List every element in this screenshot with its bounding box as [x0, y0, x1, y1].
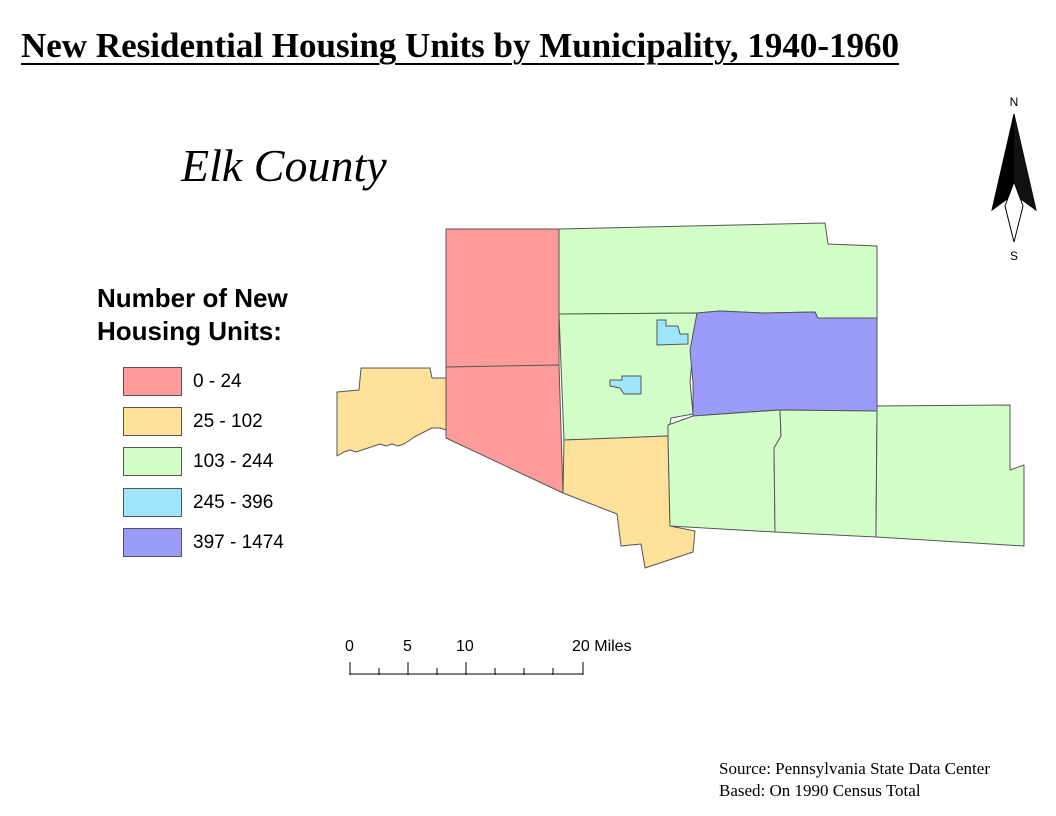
legend-swatch	[123, 488, 182, 517]
scale-tick-label: 20 Miles	[572, 638, 632, 655]
municipality-north[interactable]	[558, 222, 878, 319]
scale-bar	[349, 662, 584, 675]
legend-label: 397 - 1474	[193, 532, 284, 553]
municipality-southeast-middle[interactable]	[773, 409, 878, 538]
north-label: N	[1010, 95, 1019, 109]
north-arrow: N S	[985, 92, 1045, 272]
legend-title: Number of New Housing Units:	[97, 283, 288, 346]
municipality-east[interactable]	[875, 404, 1025, 547]
municipality-northwest-upper[interactable]	[445, 228, 560, 368]
legend-swatch	[123, 447, 182, 476]
municipality-southeast-west[interactable]	[667, 409, 782, 533]
borough-south[interactable]	[609, 375, 642, 395]
legend-swatch	[123, 528, 182, 557]
municipality-northwest-lower[interactable]	[445, 364, 564, 494]
basis-line: Based: On 1990 Census Total	[719, 781, 921, 800]
legend-label: 0 - 24	[193, 371, 242, 392]
borough-north[interactable]	[656, 319, 689, 346]
source-note: Source: Pennsylvania State Data Center B…	[719, 758, 990, 802]
legend-label: 25 - 102	[193, 411, 263, 432]
scale-tick-label: 0	[345, 638, 354, 655]
legend-label: 103 - 244	[193, 451, 274, 472]
scale-tick-label: 10	[456, 638, 474, 655]
south-label: S	[1010, 249, 1018, 263]
scale-tick-label: 5	[403, 638, 412, 655]
county-name: Elk County	[181, 140, 387, 191]
map-title: New Residential Housing Units by Municip…	[21, 26, 900, 65]
municipality-east-central[interactable]	[689, 310, 878, 417]
legend-swatch	[123, 367, 182, 396]
legend-swatch	[123, 407, 182, 436]
north-arrow-head-icon	[992, 114, 1014, 210]
legend-label: 245 - 396	[193, 492, 274, 513]
source-line: Source: Pennsylvania State Data Center	[719, 759, 990, 778]
municipality-west-panhandle[interactable]	[336, 367, 447, 457]
